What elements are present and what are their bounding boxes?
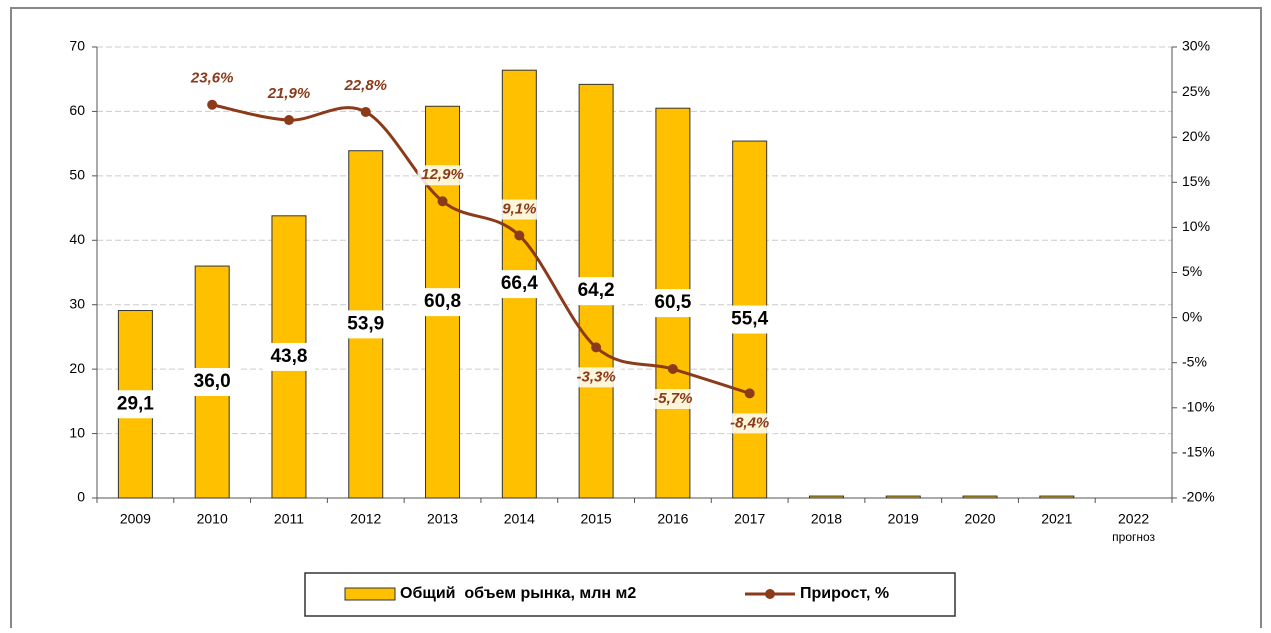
value-label: 21,9% [267, 85, 311, 102]
value-label-box [263, 84, 314, 105]
value-label-box [339, 310, 392, 339]
line-point [207, 99, 218, 110]
y2-tick-label: 15% [1182, 173, 1210, 189]
y-tick-label: 10 [69, 424, 85, 440]
y2-tick-label: -10% [1182, 399, 1215, 415]
value-label-box [186, 368, 239, 397]
line-point [437, 196, 448, 207]
value-label: -3,3% [577, 368, 616, 385]
y-tick-label: 50 [69, 167, 85, 183]
legend-swatch [765, 589, 775, 599]
y2-tick-label: -5% [1182, 353, 1207, 369]
x-tick-label: 2012 [350, 511, 381, 527]
value-label-box [646, 289, 699, 318]
value-label-box [493, 270, 546, 299]
x-tick-label: 2011 [274, 511, 304, 527]
value-label: -5,7% [653, 390, 692, 407]
value-label-box [570, 277, 623, 306]
annotation: прогноз [1112, 530, 1155, 544]
y-tick-label: 30 [69, 295, 85, 311]
line [211, 103, 751, 395]
value-label-box [724, 413, 775, 434]
value-label: 36,0 [194, 371, 231, 392]
y2-tick-label: 0% [1182, 308, 1202, 324]
x-tick-label: 2010 [197, 511, 228, 527]
value-label-box [571, 367, 622, 388]
value-label: 29,1 [117, 393, 154, 414]
legend-label: Прирост, % [800, 585, 889, 602]
y2-tick-label: 5% [1182, 263, 1202, 279]
line-point [360, 106, 371, 117]
bar [808, 495, 844, 499]
value-label-box [494, 199, 545, 220]
x-tick-label: 2016 [657, 511, 688, 527]
value-label-box [340, 75, 391, 96]
value-label-box [109, 390, 162, 419]
value-label: -8,4% [730, 414, 769, 431]
bar [885, 495, 921, 499]
value-label-box [647, 389, 698, 410]
x-tick-label: 2014 [504, 511, 535, 527]
line-point [514, 230, 525, 241]
legend-box [304, 572, 956, 617]
x-tick-label: 2020 [964, 511, 995, 527]
y-tick-label: 0 [77, 489, 85, 505]
value-label-box [723, 305, 776, 334]
x-tick-label: 2017 [734, 511, 765, 527]
y-tick-label: 40 [69, 231, 85, 247]
line-point [667, 364, 678, 375]
value-label: 53,9 [347, 313, 384, 334]
value-label: 43,8 [270, 346, 307, 367]
value-label-box [187, 68, 238, 89]
value-label: 55,4 [731, 309, 768, 330]
legend-label: Общий объем рынка, млн м2 [400, 585, 636, 602]
y-tick-label: 70 [69, 38, 85, 54]
line-point [744, 388, 755, 399]
x-tick-label: 2021 [1041, 511, 1072, 527]
y-tick-label: 60 [69, 102, 85, 118]
value-label: 23,6% [190, 70, 234, 87]
bar [962, 495, 998, 499]
value-label: 9,1% [502, 200, 536, 217]
value-label: 60,5 [654, 292, 691, 313]
x-tick-label: 2015 [581, 511, 612, 527]
value-label-box [262, 342, 315, 371]
bar [1039, 495, 1075, 499]
legend-swatch [344, 587, 396, 601]
value-label: 66,4 [501, 273, 538, 294]
line-point [283, 115, 294, 126]
y2-tick-label: 25% [1182, 83, 1210, 99]
x-tick-label: 2018 [811, 511, 842, 527]
x-tick-label: 2013 [427, 511, 458, 527]
value-label-box [416, 288, 469, 317]
y2-tick-label: 20% [1182, 128, 1210, 144]
y-tick-label: 20 [69, 360, 85, 376]
x-tick-label: 2019 [888, 511, 919, 527]
value-label: 12,9% [421, 166, 464, 183]
y2-tick-label: -20% [1182, 489, 1215, 505]
value-label-box [417, 165, 468, 186]
value-label: 22,8% [343, 77, 387, 94]
value-label: 64,2 [578, 280, 615, 301]
line-point [591, 342, 602, 353]
x-tick-label: 2009 [120, 511, 151, 527]
x-tick-label: 2022 [1118, 511, 1149, 527]
value-label: 60,8 [424, 291, 461, 312]
y2-tick-label: 10% [1182, 218, 1210, 234]
y2-tick-label: 30% [1182, 38, 1210, 54]
y2-tick-label: -15% [1182, 444, 1215, 460]
